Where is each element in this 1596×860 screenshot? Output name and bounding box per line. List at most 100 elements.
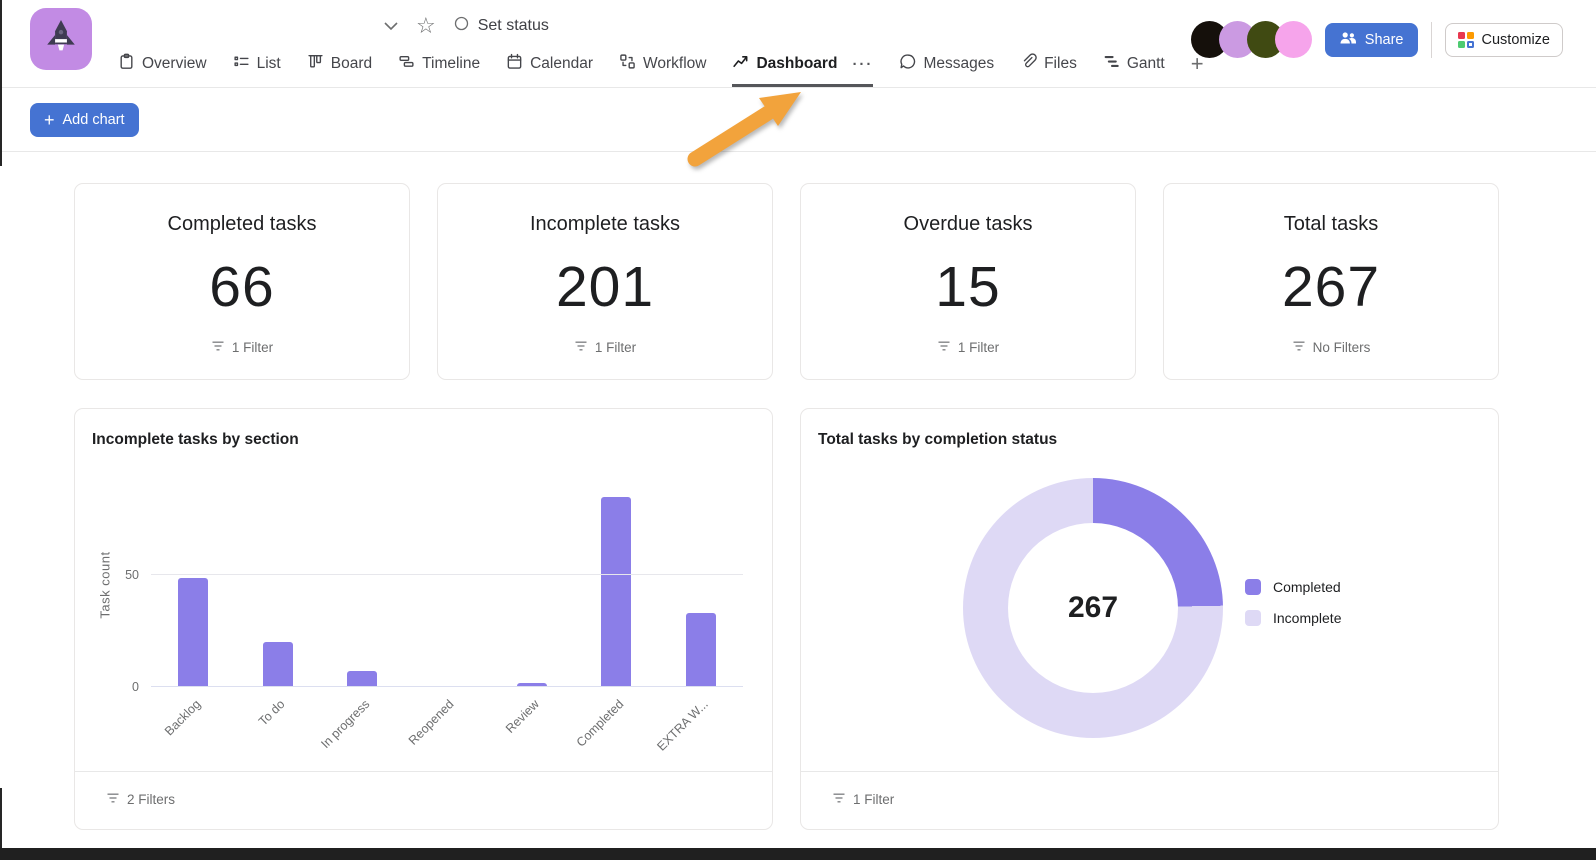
gantt-icon <box>1103 53 1120 75</box>
x-axis-label: Backlog <box>161 697 204 739</box>
project-logo[interactable] <box>30 8 92 70</box>
tab-label: Workflow <box>643 55 707 72</box>
filter-chip[interactable]: 1 Filter <box>937 339 999 356</box>
stat-card: Total tasks 267 No Filters <box>1163 183 1499 380</box>
bar-chart-plot: Task count Backlog To do In progress Reopen… <box>98 475 743 754</box>
filter-label: 1 Filter <box>853 792 895 807</box>
stat-card: Completed tasks 66 1 Filter <box>74 183 410 380</box>
set-status-label: Set status <box>477 17 549 34</box>
legend-label: Completed <box>1273 579 1341 595</box>
project-header: ☆ Set status Overview List Board Timeline Ca… <box>0 0 1596 88</box>
stat-card: Overdue tasks 15 1 Filter <box>800 183 1136 380</box>
board-icon <box>307 53 324 75</box>
legend-row: Completed <box>1245 579 1341 595</box>
filter-chip[interactable]: 2 Filters <box>106 791 175 808</box>
tab-timeline[interactable]: Timeline <box>398 53 480 87</box>
tab-dashboard[interactable]: Dashboard ··· <box>732 53 874 87</box>
filter-label: 1 Filter <box>594 340 637 355</box>
bar <box>601 497 632 687</box>
filter-chip[interactable]: 1 Filter <box>574 339 636 356</box>
message-bubble-icon <box>899 53 916 75</box>
tab-label: Overview <box>142 55 207 72</box>
tab-overflow-menu-icon[interactable]: ··· <box>852 55 874 73</box>
tab-label: Timeline <box>422 55 481 72</box>
x-axis-label: Reopened <box>406 697 457 748</box>
filter-chip[interactable]: 1 Filter <box>832 791 894 808</box>
x-axis-label: Review <box>502 697 542 736</box>
header-right-controls: Share Customize <box>1190 21 1563 58</box>
customize-label: Customize <box>1481 31 1551 48</box>
tab-board[interactable]: Board <box>307 53 372 87</box>
header-divider <box>1430 21 1432 58</box>
filter-chip[interactable]: 1 Filter <box>211 339 273 356</box>
add-tab-button[interactable]: + <box>1190 51 1204 76</box>
filter-label: 1 Filter <box>957 340 1000 355</box>
filter-label: 2 Filters <box>127 792 176 807</box>
plus-icon: + <box>44 109 55 130</box>
bar-chart-card: Incomplete tasks by section Task count B… <box>74 408 773 830</box>
customize-button[interactable]: Customize <box>1444 22 1563 57</box>
footer-divider <box>801 771 1498 772</box>
stat-card-value: 15 <box>935 255 1001 319</box>
donut-center-value: 267 <box>1067 591 1119 624</box>
dashboard-main: Completed tasks 66 1 Filter Incomplete task… <box>0 152 1596 830</box>
stat-card-title: Incomplete tasks <box>529 213 681 235</box>
set-status-button[interactable]: Set status <box>454 16 549 36</box>
bar <box>685 613 716 687</box>
avatar[interactable] <box>1274 21 1312 58</box>
bar <box>347 671 378 687</box>
tab-label: Calendar <box>530 55 594 72</box>
timeline-icon <box>398 53 415 75</box>
y-axis-tick: 0 <box>132 680 139 694</box>
tab-files[interactable]: Files <box>1020 53 1077 87</box>
legend-label: Incomplete <box>1273 610 1342 626</box>
add-chart-button[interactable]: + Add chart <box>30 102 139 137</box>
bar-column: EXTRA W... <box>654 475 743 754</box>
x-axis-label: To do <box>256 697 288 729</box>
legend-row: Incomplete <box>1245 610 1341 626</box>
color-grid-icon <box>1457 31 1474 48</box>
bar-column: In progress <box>318 475 405 751</box>
bar <box>262 642 293 687</box>
filter-icon <box>211 339 225 356</box>
tab-overview[interactable]: Overview <box>118 53 207 87</box>
y-axis-label: Task count <box>97 551 113 619</box>
stat-card-row: Completed tasks 66 1 Filter Incomplete task… <box>74 183 1499 380</box>
rocket-icon <box>40 16 82 63</box>
tab-workflow[interactable]: Workflow <box>619 53 706 87</box>
x-axis-label: Completed <box>573 697 627 750</box>
gridline <box>151 574 743 576</box>
tab-list[interactable]: List <box>233 53 281 87</box>
donut-chart: 267 <box>963 478 1223 738</box>
chevron-down-icon[interactable] <box>384 21 398 31</box>
bar-column: Reopened <box>405 475 490 748</box>
share-button[interactable]: Share <box>1324 22 1418 57</box>
filter-icon <box>106 791 120 808</box>
donut-legend: Completed Incomplete <box>1245 579 1341 626</box>
clipboard-icon <box>118 53 135 75</box>
share-label: Share <box>1364 31 1404 48</box>
tab-messages[interactable]: Messages <box>899 53 994 87</box>
filter-icon <box>1292 339 1306 356</box>
tab-gantt[interactable]: Gantt <box>1103 53 1165 87</box>
status-circle-icon <box>454 16 469 36</box>
tab-label: Gantt <box>1126 55 1165 72</box>
calendar-icon <box>506 53 523 75</box>
bar-column: Backlog <box>151 475 236 738</box>
filter-chip[interactable]: No Filters <box>1292 339 1370 356</box>
line-chart-icon <box>732 53 749 75</box>
donut-chart-footer: 1 Filter <box>832 791 894 808</box>
filter-icon <box>574 339 588 356</box>
legend-swatch <box>1245 610 1261 626</box>
tab-calendar[interactable]: Calendar <box>506 53 593 87</box>
paperclip-icon <box>1020 53 1037 75</box>
star-icon[interactable]: ☆ <box>416 13 436 38</box>
tab-label: List <box>256 55 281 72</box>
stat-card-title: Completed tasks <box>167 213 317 235</box>
gridline <box>151 686 743 687</box>
stat-card-title: Total tasks <box>1283 213 1379 235</box>
tab-label: Messages <box>923 55 995 72</box>
bar-columns: Backlog To do In progress Reopened Review Com… <box>151 475 743 754</box>
tab-label: Files <box>1044 55 1077 72</box>
x-axis-label: EXTRA W... <box>654 697 711 754</box>
